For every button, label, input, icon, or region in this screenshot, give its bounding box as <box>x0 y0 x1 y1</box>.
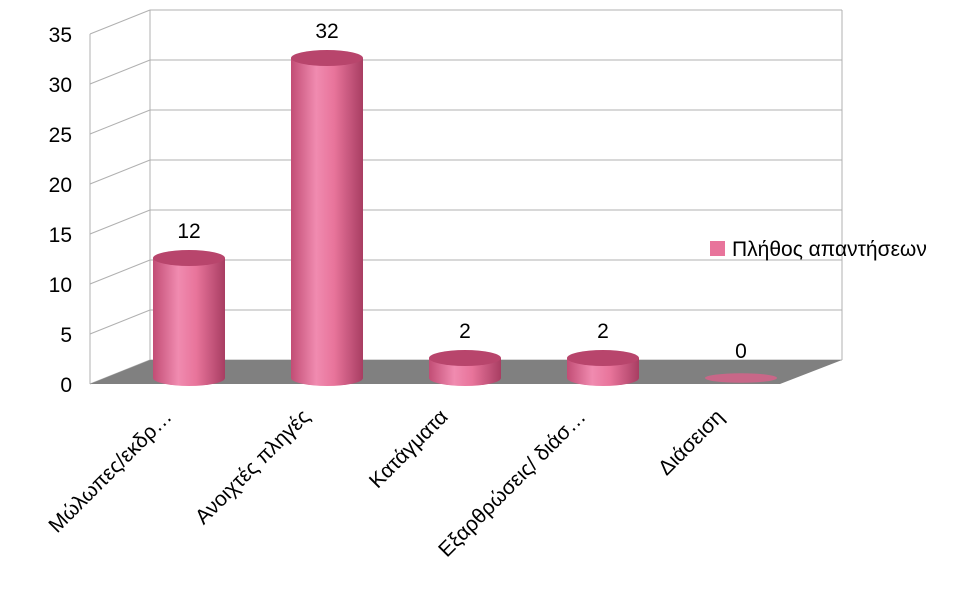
grid-line-side <box>89 159 151 185</box>
legend: Πλήθος απαντήσεων <box>710 238 927 261</box>
bar-body <box>429 358 501 386</box>
bar-body <box>291 58 363 386</box>
data-label: 0 <box>735 340 747 363</box>
bar-zero-marker <box>705 373 777 383</box>
bar-top <box>153 250 225 266</box>
y-tick-label: 30 <box>49 74 72 97</box>
y-tick-label: 5 <box>60 324 72 347</box>
category-label: Ανοιχτές πληγές <box>191 405 315 529</box>
y-tick-label: 35 <box>49 24 72 47</box>
bar <box>567 350 639 386</box>
grid-lines <box>89 9 842 385</box>
grid-line-side <box>89 259 151 285</box>
legend-swatch <box>710 241 725 256</box>
y-tick-label: 15 <box>49 224 72 247</box>
bar-body <box>567 358 639 386</box>
bars <box>153 50 777 386</box>
grid-line-side <box>89 9 151 35</box>
data-label: 12 <box>177 220 200 243</box>
category-labels: Μώλωπες/εκδρ… Ανοιχτές πληγές ΚατάγματαΕξα… <box>44 405 728 561</box>
data-label: 2 <box>597 320 609 343</box>
data-label: 32 <box>315 20 338 43</box>
chart-walls <box>89 10 843 384</box>
y-tick-label: 25 <box>49 124 72 147</box>
category-label: Διάσειση <box>654 405 729 480</box>
bar-top <box>291 50 363 66</box>
category-label: Κατάγματα <box>365 405 453 493</box>
y-tick-label: 10 <box>49 274 72 297</box>
data-label: 2 <box>459 320 471 343</box>
bar <box>429 350 501 386</box>
bar <box>153 250 225 386</box>
data-labels: 12 32 2 2 0 <box>177 20 747 363</box>
category-label: Μώλωπες/εκδρ… <box>44 405 176 537</box>
grid-line-side <box>89 209 151 235</box>
grid-line-side <box>89 309 151 335</box>
bar <box>291 50 363 386</box>
y-tick-label: 0 <box>60 374 72 397</box>
bar-top <box>429 350 501 366</box>
category-label: Εξαρθρώσεις/ διάσ… <box>434 405 590 561</box>
bar-top <box>567 350 639 366</box>
legend-label: Πλήθος απαντήσεων <box>732 238 927 261</box>
bar-body <box>153 258 225 386</box>
grid-line-side <box>89 59 151 85</box>
bar <box>705 373 777 383</box>
grid-line-side <box>89 109 151 135</box>
y-axis-ticks: 0 5 10 15 20 25 30 35 <box>49 24 72 397</box>
y-tick-label: 20 <box>49 174 72 197</box>
